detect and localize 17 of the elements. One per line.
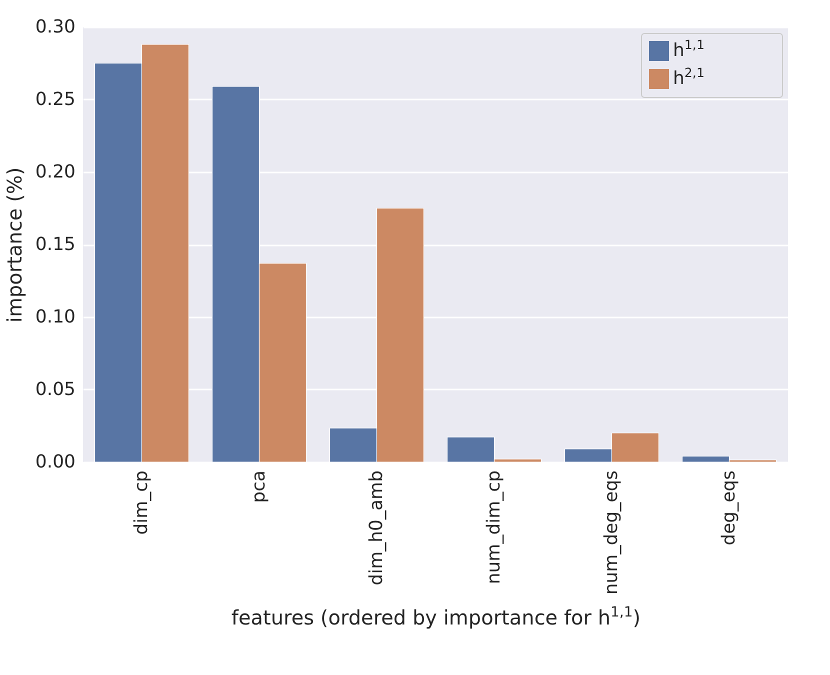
x-tick-label: deg_eqs xyxy=(718,470,740,546)
legend-label: h$^{2,1}$ xyxy=(673,64,704,89)
y-tick-label: 0.10 xyxy=(35,306,76,328)
x-tick-label: pca xyxy=(248,470,270,503)
x-axis-title: features (ordered by importance for h$^{1,1}$) xyxy=(231,604,641,630)
y-tick-label: 0.05 xyxy=(35,379,76,400)
x-tick-label: dim_h0_amb xyxy=(366,470,387,586)
y-tick-label: 0.20 xyxy=(35,162,76,182)
y-tick-label: 0.15 xyxy=(35,234,76,255)
y-tick-label: 0.30 xyxy=(35,16,76,38)
y-tick-label: 0.25 xyxy=(35,89,76,110)
y-axis-title: importance (%) xyxy=(2,167,26,323)
legend-label: h$^{1,1}$ xyxy=(673,36,704,61)
x-tick-label: num_dim_cp xyxy=(483,470,504,584)
x-tick-label: num_deg_eqs xyxy=(600,470,622,595)
x-tick-label: dim_cp xyxy=(130,470,152,535)
y-tick-label: 0.00 xyxy=(35,452,76,472)
